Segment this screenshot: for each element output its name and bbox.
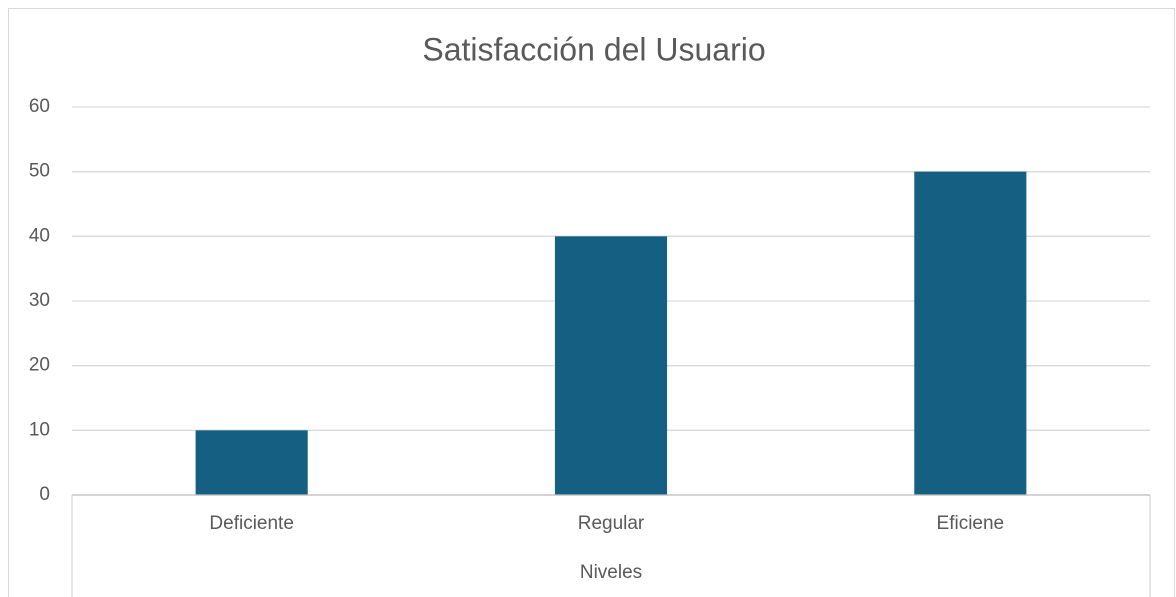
x-tick-label: Regular xyxy=(578,513,645,534)
y-tick-label: 10 xyxy=(29,419,50,440)
chart-border xyxy=(8,8,1175,597)
x-tick-label: Eficiene xyxy=(937,513,1005,534)
y-tick-label: 50 xyxy=(29,161,50,182)
y-tick-label: 20 xyxy=(29,355,50,376)
bar xyxy=(195,430,308,495)
y-tick-label: 30 xyxy=(29,290,50,311)
x-tick-label: Deficiente xyxy=(209,513,294,534)
y-tick-label: 60 xyxy=(29,96,50,117)
y-tick-label: 0 xyxy=(39,484,50,505)
chart-title: Satisfacción del Usuario xyxy=(422,31,765,67)
bar xyxy=(914,171,1027,495)
bar xyxy=(554,236,668,496)
x-axis-title: Niveles xyxy=(580,562,642,583)
y-tick-label: 40 xyxy=(29,225,50,246)
